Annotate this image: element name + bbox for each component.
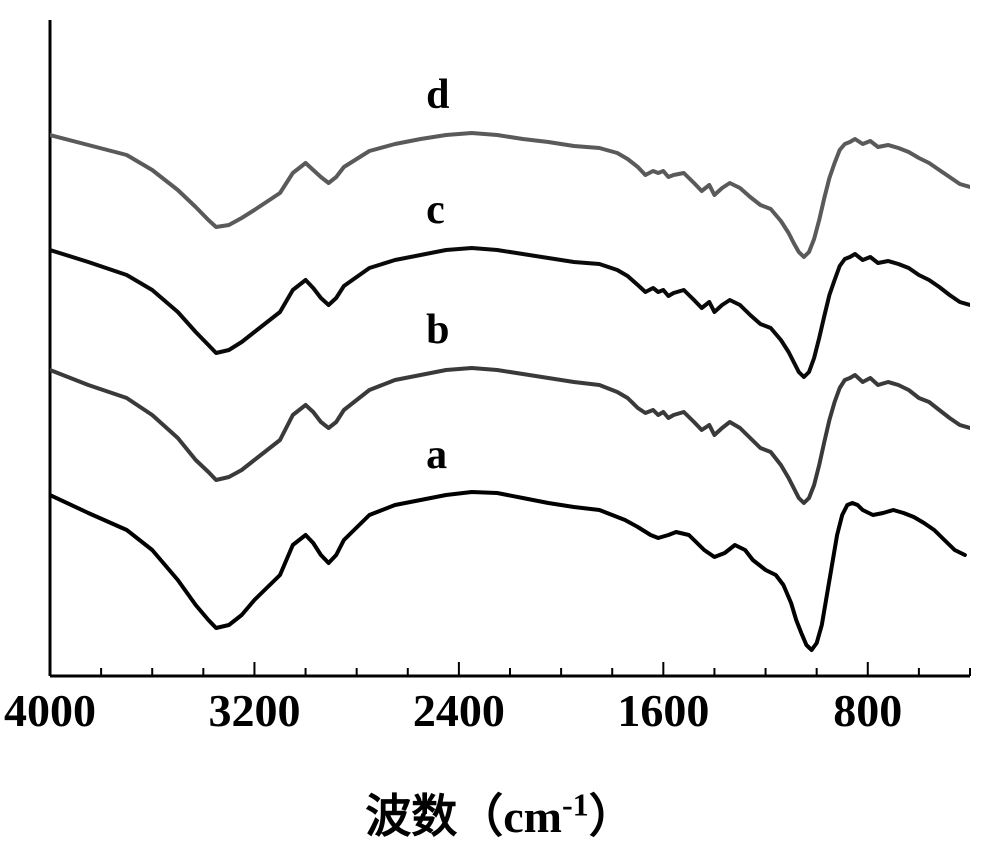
trace-label-d: d: [426, 71, 449, 119]
x-tick-label: 3200: [174, 684, 334, 737]
x-tick-label: 800: [788, 684, 948, 737]
spectrum-chart: 4000 3200 2400 1600 800 波数（cm-1） a b c d: [0, 0, 1000, 844]
x-tick-label: 2400: [379, 684, 539, 737]
x-tick-label: 1600: [583, 684, 743, 737]
trace-label-a: a: [426, 431, 447, 479]
x-axis-label: 波数（cm-1）: [0, 780, 1000, 846]
trace-label-b: b: [426, 306, 449, 354]
trace-label-c: c: [426, 186, 445, 234]
x-tick-label: 4000: [0, 684, 130, 737]
